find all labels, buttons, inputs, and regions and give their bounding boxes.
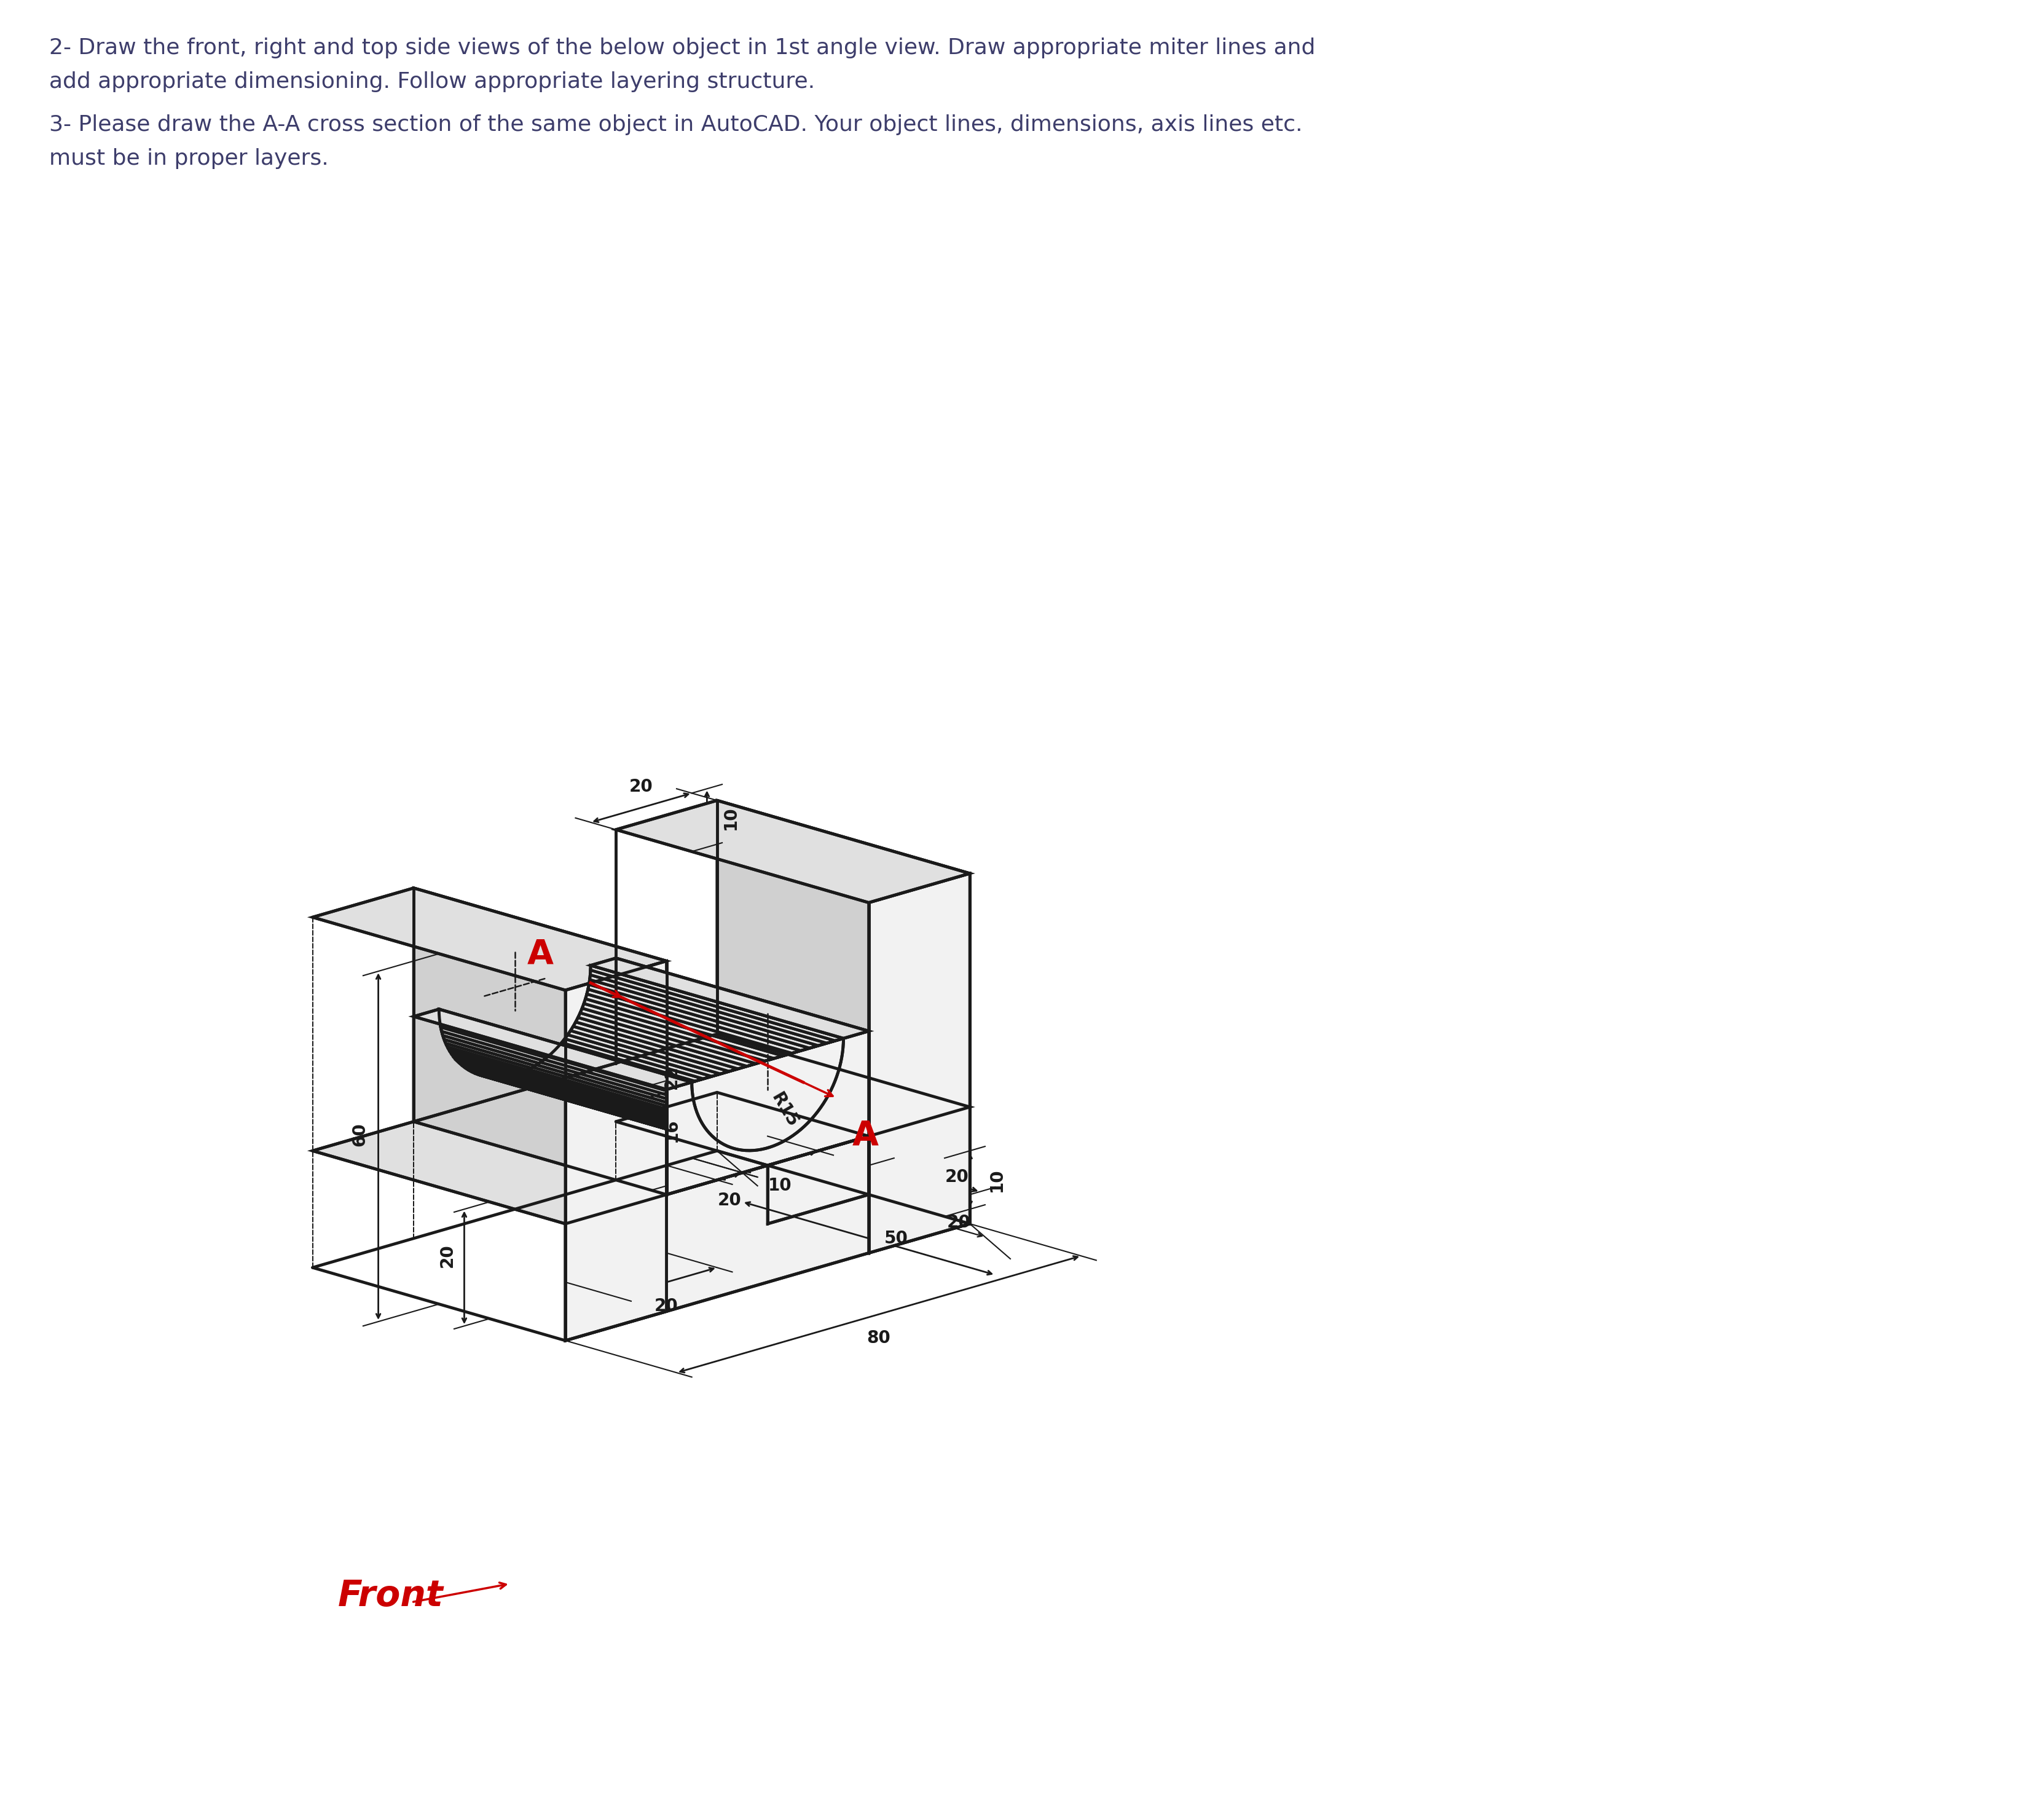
Polygon shape xyxy=(558,1043,815,1119)
Polygon shape xyxy=(588,985,842,1063)
Polygon shape xyxy=(458,1063,714,1138)
Text: 20: 20 xyxy=(655,1298,679,1314)
Polygon shape xyxy=(505,1076,763,1150)
Polygon shape xyxy=(541,1059,797,1136)
Text: R15: R15 xyxy=(769,1090,801,1130)
Text: 10: 10 xyxy=(769,1178,793,1194)
Polygon shape xyxy=(586,990,842,1067)
Polygon shape xyxy=(454,1057,710,1134)
Polygon shape xyxy=(588,979,842,1057)
Polygon shape xyxy=(485,1076,742,1150)
Polygon shape xyxy=(440,1019,694,1096)
Polygon shape xyxy=(564,1036,821,1112)
Text: 20: 20 xyxy=(438,1243,456,1267)
Polygon shape xyxy=(568,1030,823,1108)
Text: Front: Front xyxy=(339,1578,444,1614)
Polygon shape xyxy=(470,1072,728,1147)
Text: add appropriate dimensioning. Follow appropriate layering structure.: add appropriate dimensioning. Follow app… xyxy=(49,71,815,93)
Polygon shape xyxy=(525,1070,781,1145)
Text: 2- Draw the front, right and top side views of the below object in 1st angle vie: 2- Draw the front, right and top side vi… xyxy=(49,38,1316,58)
Polygon shape xyxy=(590,957,868,1039)
Polygon shape xyxy=(586,994,840,1072)
Polygon shape xyxy=(462,1065,718,1141)
Polygon shape xyxy=(566,1107,969,1341)
Polygon shape xyxy=(501,1077,758,1150)
Polygon shape xyxy=(414,1010,692,1090)
Polygon shape xyxy=(414,957,617,1121)
Text: 10: 10 xyxy=(988,1168,1006,1192)
Polygon shape xyxy=(590,965,844,1043)
Polygon shape xyxy=(414,888,667,1194)
Polygon shape xyxy=(617,957,868,1136)
Polygon shape xyxy=(444,1039,698,1116)
Polygon shape xyxy=(497,1077,754,1150)
Polygon shape xyxy=(548,1054,805,1130)
Polygon shape xyxy=(475,1074,730,1148)
Polygon shape xyxy=(580,1008,836,1087)
Polygon shape xyxy=(442,1032,696,1108)
Polygon shape xyxy=(562,1039,817,1116)
Polygon shape xyxy=(667,1032,868,1194)
Polygon shape xyxy=(479,1074,734,1148)
Polygon shape xyxy=(493,1077,750,1150)
Polygon shape xyxy=(446,1043,700,1119)
Polygon shape xyxy=(590,970,844,1048)
Text: 16: 16 xyxy=(663,1117,679,1141)
Polygon shape xyxy=(464,1068,720,1143)
Polygon shape xyxy=(450,1050,704,1127)
Polygon shape xyxy=(468,1070,724,1145)
Polygon shape xyxy=(617,1092,868,1165)
Polygon shape xyxy=(438,1010,692,1087)
Polygon shape xyxy=(582,1003,838,1081)
Text: 20: 20 xyxy=(629,779,653,795)
Polygon shape xyxy=(442,1036,698,1112)
Polygon shape xyxy=(312,888,667,990)
Polygon shape xyxy=(556,1046,811,1123)
Polygon shape xyxy=(537,1063,793,1138)
Text: 10: 10 xyxy=(722,806,740,830)
Polygon shape xyxy=(529,1067,785,1143)
Polygon shape xyxy=(513,1074,771,1148)
Polygon shape xyxy=(769,1136,868,1223)
Text: 20: 20 xyxy=(718,1192,742,1208)
Text: 20: 20 xyxy=(947,1214,971,1230)
Polygon shape xyxy=(552,1050,807,1127)
Polygon shape xyxy=(566,961,667,1341)
Text: 60: 60 xyxy=(351,1123,369,1147)
Polygon shape xyxy=(440,1026,694,1105)
Polygon shape xyxy=(440,1014,692,1092)
Polygon shape xyxy=(576,1017,831,1096)
Polygon shape xyxy=(533,1065,789,1139)
Polygon shape xyxy=(440,1023,694,1101)
Polygon shape xyxy=(456,1059,712,1136)
Polygon shape xyxy=(574,1023,829,1099)
Polygon shape xyxy=(570,1026,825,1103)
Polygon shape xyxy=(452,1054,706,1130)
Text: 20: 20 xyxy=(945,1168,969,1185)
Polygon shape xyxy=(489,1077,746,1150)
Polygon shape xyxy=(868,874,969,1252)
Text: A: A xyxy=(852,1119,878,1152)
Text: 3- Please draw the A-A cross section of the same object in AutoCAD. Your object : 3- Please draw the A-A cross section of … xyxy=(49,115,1302,135)
Polygon shape xyxy=(483,1076,738,1150)
Polygon shape xyxy=(617,801,969,903)
Text: 50: 50 xyxy=(884,1230,909,1247)
Polygon shape xyxy=(578,1014,834,1090)
Polygon shape xyxy=(590,976,844,1052)
Polygon shape xyxy=(312,1034,969,1223)
Polygon shape xyxy=(517,1072,773,1147)
Text: 80: 80 xyxy=(866,1330,890,1347)
Polygon shape xyxy=(448,1046,702,1123)
Polygon shape xyxy=(521,1072,777,1147)
Polygon shape xyxy=(718,1034,969,1223)
Text: 22: 22 xyxy=(663,1067,679,1090)
Polygon shape xyxy=(544,1056,801,1132)
Text: must be in proper layers.: must be in proper layers. xyxy=(49,147,329,169)
Polygon shape xyxy=(509,1076,767,1150)
Polygon shape xyxy=(718,801,969,1223)
Polygon shape xyxy=(584,999,838,1077)
Text: A: A xyxy=(527,937,554,970)
